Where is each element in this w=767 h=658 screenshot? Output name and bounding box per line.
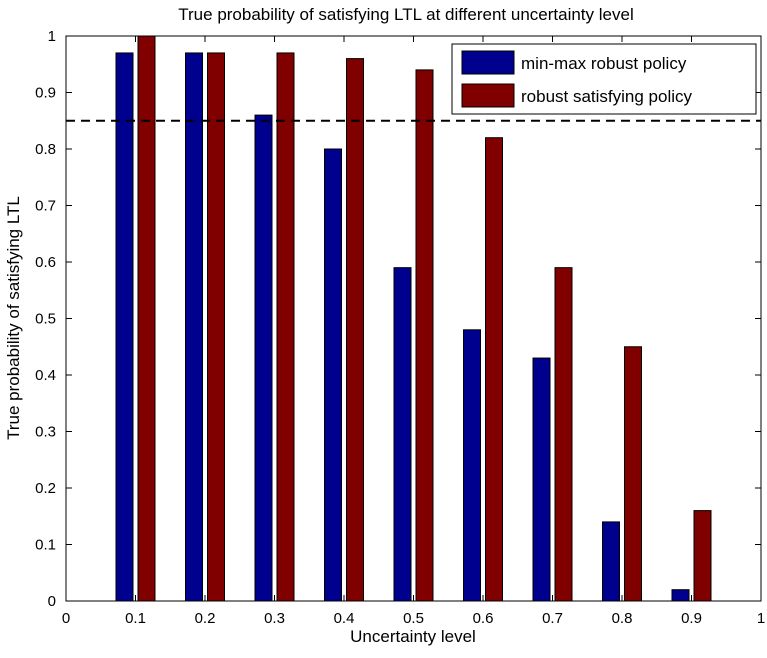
y-tick-label: 0.1 <box>35 537 56 554</box>
x-tick-label: 0.5 <box>403 610 424 627</box>
bar-min-max-0.9 <box>671 589 690 602</box>
y-tick-label: 0.4 <box>35 367 56 384</box>
x-axis: 0 0.1 0.2 0.3 0.4 0.5 0.6 0.7 0.8 0.9 1 <box>62 36 765 627</box>
bar-robust-satisfying-0.4 <box>346 58 364 602</box>
y-tick-label: 0.3 <box>35 424 56 441</box>
y-tick-label: 0.6 <box>35 254 56 271</box>
x-tick-label: 0.4 <box>334 610 355 627</box>
bar-robust-satisfying-0.6 <box>485 137 503 602</box>
y-tick-label: 0 <box>48 593 56 610</box>
bar-min-max-0.1 <box>115 52 134 602</box>
y-axis-label: True probability of satisfying LTL <box>4 196 23 440</box>
bar-robust-satisfying-0.1 <box>137 35 156 602</box>
bar-min-max-0.4 <box>324 148 342 602</box>
x-tick-label: 0.9 <box>681 610 702 627</box>
x-axis-label: Uncertainty level <box>350 627 476 646</box>
bar-min-max-0.7 <box>532 357 551 602</box>
bar-robust-satisfying-0.2 <box>207 52 225 602</box>
bar-min-max-0.8 <box>602 521 620 602</box>
x-tick-label: 0.6 <box>473 610 494 627</box>
x-tick-label: 0.2 <box>195 610 216 627</box>
bar-robust-satisfying-0.9 <box>693 510 712 602</box>
y-tick-label: 0.5 <box>35 311 56 328</box>
legend-swatch-min-max <box>461 50 515 75</box>
legend-label-min-max: min-max robust policy <box>521 54 687 73</box>
legend-swatch-robust-satisfying <box>461 83 515 108</box>
x-tick-label: 0.1 <box>125 610 146 627</box>
bar-min-max-0.6 <box>463 329 481 602</box>
plot-area <box>65 35 762 602</box>
y-tick-label: 1 <box>48 28 56 45</box>
bar-robust-satisfying-0.5 <box>415 69 434 602</box>
legend: min-max robust policy robust satisfying … <box>451 43 757 115</box>
bar-robust-satisfying-0.8 <box>624 346 642 602</box>
bars-group <box>115 35 712 602</box>
bar-min-max-0.3 <box>254 114 273 602</box>
y-tick-label: 0.8 <box>35 141 56 158</box>
y-tick-label: 0.7 <box>35 198 56 215</box>
y-tick-label: 0.2 <box>35 480 56 497</box>
bar-robust-satisfying-0.3 <box>276 52 295 602</box>
bar-robust-satisfying-0.7 <box>554 267 573 602</box>
x-tick-label: 0.7 <box>542 610 563 627</box>
bar-min-max-0.5 <box>393 267 412 602</box>
x-tick-label: 0.8 <box>612 610 633 627</box>
bar-min-max-0.2 <box>185 52 203 602</box>
y-axis: 0 0.1 0.2 0.3 0.4 0.5 0.6 0.7 0.8 0.9 1 <box>35 28 761 610</box>
x-tick-label: 0.3 <box>264 610 285 627</box>
y-tick-label: 0.9 <box>35 85 56 102</box>
x-tick-label: 0 <box>62 610 70 627</box>
x-tick-label: 1 <box>757 610 765 627</box>
legend-label-robust-satisfying: robust satisfying policy <box>521 87 693 106</box>
chart-title: True probability of satisfying LTL at di… <box>178 5 633 24</box>
